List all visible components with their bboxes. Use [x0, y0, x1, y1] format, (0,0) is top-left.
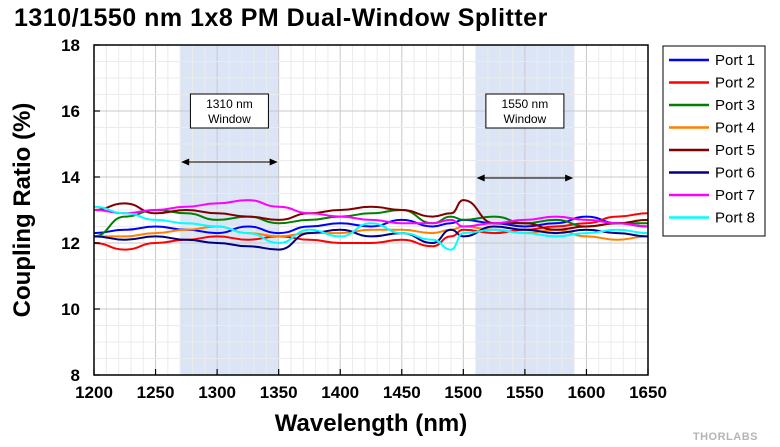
x-tick-label: 1200: [75, 383, 113, 402]
y-tick-label: 16: [61, 102, 80, 121]
window-arrowhead-left-0: [181, 158, 190, 166]
chart-title: 1310/1550 nm 1x8 PM Dual-Window Splitter: [14, 4, 548, 32]
y-tick-label: 8: [71, 366, 80, 385]
window-label-line1-1: 1550 nm: [502, 97, 549, 111]
window-label-box-1: [485, 93, 565, 129]
x-tick-label: 1400: [321, 383, 359, 402]
legend-label-8: Port 8: [715, 210, 755, 227]
window-arrowhead-left-1: [476, 174, 485, 182]
legend-label-6: Port 6: [715, 165, 755, 182]
legend-label-1: Port 1: [715, 52, 755, 69]
plot-frame: [93, 44, 649, 376]
x-tick-label: 1550: [506, 383, 544, 402]
x-tick-label: 1250: [137, 383, 175, 402]
window-arrowhead-right-1: [565, 174, 574, 182]
window-label-box-0: [189, 93, 269, 129]
series-line-6: [93, 225, 649, 251]
data-series: [93, 199, 649, 251]
window-label-line2-0: Window: [208, 112, 251, 126]
window-label-line2-1: Window: [504, 112, 547, 126]
legend-label-4: Port 4: [715, 120, 755, 137]
legend-box: [662, 45, 766, 237]
legend-label-5: Port 5: [715, 142, 755, 159]
series-line-3: [93, 208, 648, 238]
y-tick-label: 18: [61, 36, 80, 55]
window-arrowhead-right-0: [269, 158, 278, 166]
y-tick-label: 10: [61, 300, 80, 319]
y-tick-label: 14: [61, 168, 80, 187]
x-tick-label: 1450: [383, 383, 421, 402]
x-tick-label: 1300: [198, 383, 236, 402]
x-axis-title: Wavelength (nm): [275, 410, 467, 437]
y-tick-label: 12: [61, 234, 80, 253]
grid-lines: [93, 44, 649, 376]
window-label-line1-0: 1310 nm: [206, 97, 253, 111]
x-tick-label: 1600: [568, 383, 606, 402]
x-tick-label: 1650: [629, 383, 667, 402]
legend-label-7: Port 7: [715, 187, 755, 204]
legend-label-3: Port 3: [715, 97, 755, 114]
series-line-5: [93, 199, 649, 231]
series-line-7: [93, 199, 649, 228]
legend-label-2: Port 2: [715, 75, 755, 92]
legend: Port 1 Port 2 Port 3 Port 4 Port 5 Port 6 Port…: [662, 45, 766, 237]
y-axis-title: Coupling Ratio (%): [9, 103, 36, 318]
thorlabs-watermark: THORLABS: [692, 431, 758, 443]
series-line-8: [93, 205, 649, 251]
x-tick-label: 1500: [444, 383, 482, 402]
x-tick-label: 1350: [260, 383, 298, 402]
axis-ticks: 1200 1250 1300 1350 1400 1450 1500 1550 1600 1650…: [61, 36, 667, 402]
